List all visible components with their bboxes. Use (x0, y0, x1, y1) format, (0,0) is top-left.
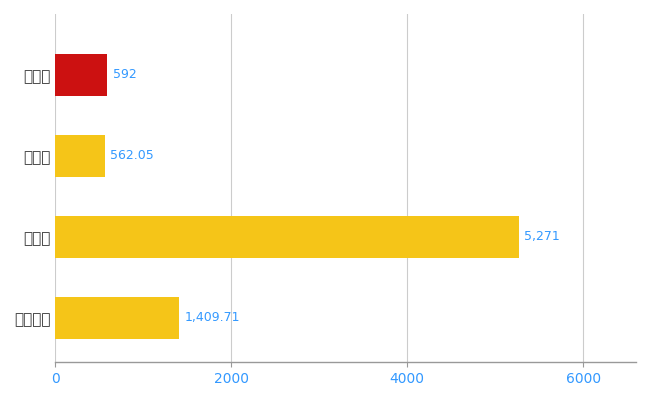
Text: 592: 592 (112, 68, 136, 81)
Text: 562.05: 562.05 (110, 149, 154, 162)
Bar (55, 216, 519, 258)
Bar (55, 54, 107, 96)
Bar (55, 297, 179, 339)
Text: 1,409.71: 1,409.71 (185, 311, 240, 324)
Text: 5,271: 5,271 (525, 230, 560, 243)
Bar (55, 135, 105, 177)
